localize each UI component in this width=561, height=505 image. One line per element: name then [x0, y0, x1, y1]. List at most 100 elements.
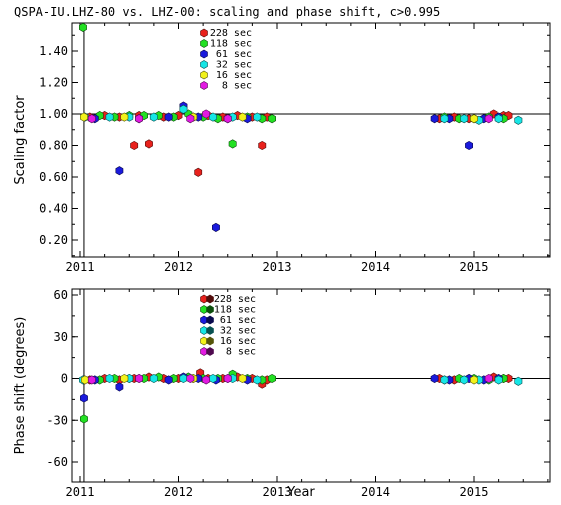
data-point: [87, 114, 96, 124]
y-tick-label: 30: [54, 330, 68, 344]
y-tick-label: 0.80: [39, 139, 68, 153]
data-point: [253, 112, 262, 122]
legend-label: 16 sec: [216, 70, 252, 81]
scaling-factor-panel: 2011 2012 2013 2014 2015 0.20 0.40 0.60 0.80 1.00…: [13, 22, 551, 274]
data-point: [149, 373, 158, 384]
data-point: [80, 112, 88, 122]
data-point: [186, 114, 195, 124]
legend-label: 8 sec: [222, 81, 252, 92]
y-tick-label: 1.40: [39, 44, 68, 58]
x-tick-label: 2011: [66, 485, 95, 499]
data-point: [460, 375, 469, 385]
y-axis-label: Phase shift (degrees): [13, 317, 28, 455]
legend-label: 118 sec: [210, 39, 252, 50]
data-point: [130, 140, 139, 151]
y-tick-label: 60: [54, 288, 68, 302]
x-axis-label: Year: [286, 485, 315, 500]
plot-frame: [71, 288, 551, 483]
x-tick-label: 2015: [460, 260, 489, 274]
x-tick-label: 2015: [460, 485, 489, 499]
data-point: [253, 375, 262, 385]
legend-marker: [206, 315, 214, 325]
y-tick-label: 0.20: [39, 233, 68, 247]
data-point: [228, 139, 237, 149]
data-point: [164, 112, 173, 122]
data-point: [223, 373, 232, 384]
legend-marker: [200, 60, 208, 69]
legend-marker: [206, 294, 214, 304]
chart-title: QSPA-IU.LHZ-80 vs. LHZ-00: scaling and p…: [14, 5, 440, 19]
data-point: [194, 167, 203, 177]
legend-label: 118 sec: [214, 305, 256, 316]
legend-label: 32 sec: [220, 326, 256, 337]
y-tick-label: -30: [46, 413, 68, 427]
data-point: [238, 373, 247, 384]
phase-shift-panel: 2011 2012 2013 2014 2015 -60 -30 0 30 60 Phase shi…: [13, 288, 551, 500]
legend-marker: [200, 81, 208, 90]
y-tick-label: 0.60: [39, 170, 68, 184]
data-point: [120, 373, 129, 384]
data-point: [202, 109, 210, 119]
y-tick-label: -60: [46, 455, 68, 469]
x-tick-label: 2014: [361, 485, 390, 499]
legend-label: 228 sec: [214, 294, 256, 305]
data-point: [179, 104, 188, 114]
data-point: [115, 166, 124, 176]
data-point: [514, 376, 523, 386]
legend-marker: [200, 49, 208, 59]
data-point: [105, 373, 114, 384]
legend-marker: [206, 305, 214, 314]
legend-marker: [206, 326, 214, 335]
data-point: [430, 373, 439, 384]
data-point: [238, 112, 247, 122]
data-point: [484, 373, 493, 384]
data-point: [258, 140, 267, 151]
y-tick-label: 1.00: [39, 107, 68, 121]
data-point: [81, 375, 89, 385]
y-tick-label: 0.40: [39, 202, 68, 216]
data-point: [212, 222, 220, 232]
data-point: [87, 375, 96, 385]
y-tick-label: 1.20: [39, 76, 68, 90]
legend-marker: [200, 70, 208, 80]
data-point: [202, 375, 210, 385]
data-point: [494, 375, 503, 385]
data-point: [135, 373, 143, 384]
data-point: [470, 114, 478, 124]
legend-label: 61 sec: [216, 49, 252, 60]
x-tick-label: 2012: [164, 485, 193, 499]
data-point: [514, 115, 523, 125]
legend-marker: [200, 28, 208, 38]
x-tick-label: 2013: [263, 485, 292, 499]
legend-label: 61 sec: [220, 315, 256, 326]
data-point: [209, 373, 217, 384]
data-point: [164, 375, 173, 385]
x-tick-label: 2013: [263, 260, 292, 274]
data-point: [440, 375, 449, 385]
legend-marker: [206, 347, 214, 356]
data-point: [179, 373, 188, 384]
data-point: [268, 373, 277, 384]
data-point: [465, 140, 474, 151]
data-point: [268, 114, 277, 124]
data-point: [440, 114, 449, 124]
data-point: [186, 373, 195, 384]
data-point: [115, 382, 124, 392]
data-point: [145, 139, 153, 149]
x-tick-label: 2012: [164, 260, 193, 274]
data-point: [494, 114, 503, 124]
data-point: [430, 114, 439, 124]
legend-label: 8 sec: [226, 347, 256, 358]
y-axis-label: Scaling factor: [13, 95, 28, 185]
legend-marker: [200, 39, 208, 48]
legend-marker: [206, 336, 214, 346]
y-tick-label: 0: [61, 372, 68, 386]
data-point: [120, 112, 129, 122]
data-point: [149, 112, 158, 122]
x-tick-label: 2011: [66, 260, 95, 274]
data-point: [484, 114, 493, 124]
plot-frame: [71, 22, 551, 258]
data-point: [105, 112, 114, 122]
data-point: [209, 112, 217, 122]
